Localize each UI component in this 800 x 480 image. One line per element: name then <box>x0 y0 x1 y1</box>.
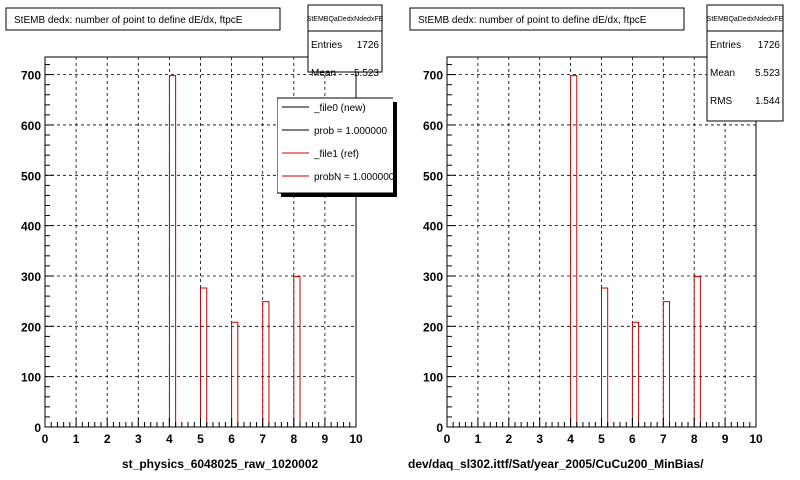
stats-label: Mean <box>710 68 735 79</box>
chart-title: StEMB dedx: number of point to define dE… <box>14 15 243 26</box>
x-tick-label: 4 <box>567 432 574 446</box>
x-tick-label: 1 <box>475 432 482 446</box>
legend-label: _file1 (ref) <box>313 149 359 160</box>
stats-value: 1.544 <box>755 96 780 107</box>
y-tick-label: 100 <box>21 371 41 385</box>
histogram-bar <box>694 276 700 427</box>
y-tick-label: 100 <box>423 371 443 385</box>
histogram-bar <box>263 302 269 427</box>
x-tick-label: 1 <box>73 432 80 446</box>
y-tick-label: 400 <box>21 220 41 234</box>
x-tick-label: 8 <box>691 432 698 446</box>
legend-label: probN = 1.000000 <box>314 172 395 183</box>
x-tick-label: 3 <box>135 432 142 446</box>
histogram-bar <box>232 322 238 427</box>
legend-label: prob = 1.000000 <box>314 126 388 137</box>
x-tick-label: 9 <box>322 432 329 446</box>
y-tick-label: 200 <box>21 320 41 334</box>
y-tick-label: 200 <box>423 320 443 334</box>
stats-value: 1726 <box>357 40 380 51</box>
x-tick-label: 3 <box>536 432 543 446</box>
stats-value: 5.523 <box>354 68 379 79</box>
stats-value: 1726 <box>758 40 781 51</box>
x-tick-label: 5 <box>598 432 605 446</box>
y-tick-label: 500 <box>423 169 443 183</box>
x-tick-label: 0 <box>42 432 49 446</box>
histogram-bar <box>169 76 175 427</box>
histogram-bar <box>632 322 638 427</box>
y-tick-label: 300 <box>423 270 443 284</box>
chart-title: StEMB dedx: number of point to define dE… <box>418 15 647 26</box>
y-tick-label: 700 <box>423 69 443 83</box>
x-tick-label: 0 <box>444 432 451 446</box>
histogram-series <box>45 75 356 428</box>
stats-label: Entries <box>710 40 741 51</box>
right-x-axis-label: dev/daq_sl302.ittf/Sat/year_2005/CuCu200… <box>408 457 704 471</box>
stats-box <box>307 4 383 73</box>
histogram-bar <box>571 76 577 427</box>
stats-label: RMS <box>710 96 733 107</box>
x-tick-label: 2 <box>104 432 111 446</box>
legend: _file0 (new) prob = 1.000000 _file1 (ref) p… <box>277 97 395 194</box>
stats-box <box>706 4 784 122</box>
stats-label: Mean <box>311 68 336 79</box>
histogram-bar <box>663 302 669 427</box>
x-tick-label: 7 <box>259 432 266 446</box>
title-box <box>5 7 281 31</box>
y-tick-label: 300 <box>21 270 41 284</box>
x-tick-label: 4 <box>166 432 173 446</box>
panel-1: 0 1 2 3 4 5 6 7 8 9 100100200300400500600700StEMB … <box>409 4 784 446</box>
x-tick-label: 5 <box>197 432 204 446</box>
stats-value: 5.523 <box>755 68 780 79</box>
stats-name: StEMBQaDedxNdedxFE <box>707 16 784 23</box>
y-tick-label: 0 <box>34 421 41 435</box>
panel-0: 0 1 2 3 4 5 6 7 8 9 100100200300400500600700StEMB … <box>5 4 397 446</box>
y-tick-label: 700 <box>21 69 41 83</box>
y-tick-label: 400 <box>423 220 443 234</box>
x-tick-label: 7 <box>660 432 667 446</box>
x-tick-label: 10 <box>349 432 363 446</box>
histogram-bar <box>294 276 300 427</box>
x-tick-label: 6 <box>629 432 636 446</box>
y-tick-label: 500 <box>21 169 41 183</box>
x-tick-label: 2 <box>505 432 512 446</box>
stats-label: Entries <box>311 40 342 51</box>
x-tick-label: 6 <box>228 432 235 446</box>
left-x-axis-label: st_physics_6048025_raw_1020002 <box>122 457 319 471</box>
x-tick-label: 10 <box>749 432 763 446</box>
title-box <box>409 7 685 31</box>
y-tick-label: 0 <box>436 421 443 435</box>
legend-box <box>277 97 393 194</box>
legend-label: _file0 (new) <box>313 103 366 114</box>
x-tick-label: 8 <box>290 432 297 446</box>
x-tick-label: 9 <box>722 432 729 446</box>
histogram-series <box>447 75 756 428</box>
stats-name: StEMBQaDedxNdedxFE <box>307 16 384 23</box>
histogram-bar <box>201 288 207 427</box>
y-tick-label: 600 <box>21 119 41 133</box>
y-tick-label: 600 <box>423 119 443 133</box>
histogram-bar <box>602 288 608 427</box>
